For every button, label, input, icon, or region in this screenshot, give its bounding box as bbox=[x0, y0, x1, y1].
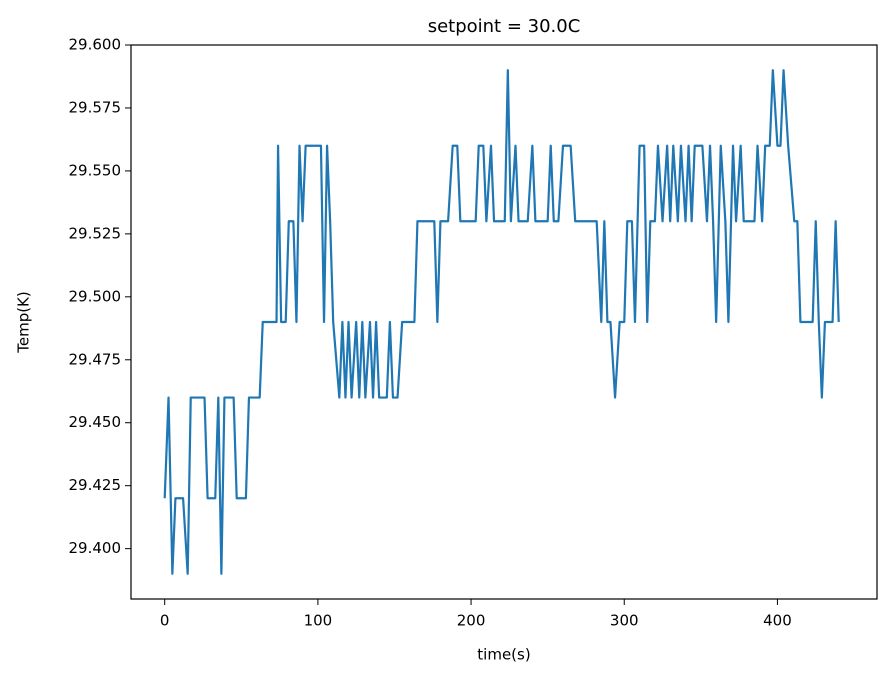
y-tick-label: 29.500 bbox=[69, 287, 122, 305]
data-line bbox=[163, 69, 840, 575]
y-tick-label: 29.525 bbox=[69, 224, 122, 242]
x-axis-label: time(s) bbox=[477, 646, 530, 664]
y-axis-label: Temp(K) bbox=[15, 291, 33, 354]
y-tick-label: 29.400 bbox=[69, 539, 122, 557]
x-tick-label: 200 bbox=[457, 612, 486, 630]
x-tick-label: 0 bbox=[160, 612, 170, 630]
y-tick-label: 29.600 bbox=[69, 36, 122, 54]
y-tick-label: 29.425 bbox=[69, 476, 122, 494]
x-tick-label: 100 bbox=[304, 612, 333, 630]
y-tick-label: 29.450 bbox=[69, 413, 122, 431]
y-tick-label: 29.475 bbox=[69, 350, 122, 368]
y-tick-label: 29.550 bbox=[69, 161, 122, 179]
plot-frame bbox=[130, 44, 878, 600]
y-tick-label: 29.575 bbox=[69, 98, 122, 116]
chart-title: setpoint = 30.0C bbox=[428, 16, 581, 37]
x-tick-label: 400 bbox=[763, 612, 792, 630]
x-tick-label: 300 bbox=[610, 612, 639, 630]
